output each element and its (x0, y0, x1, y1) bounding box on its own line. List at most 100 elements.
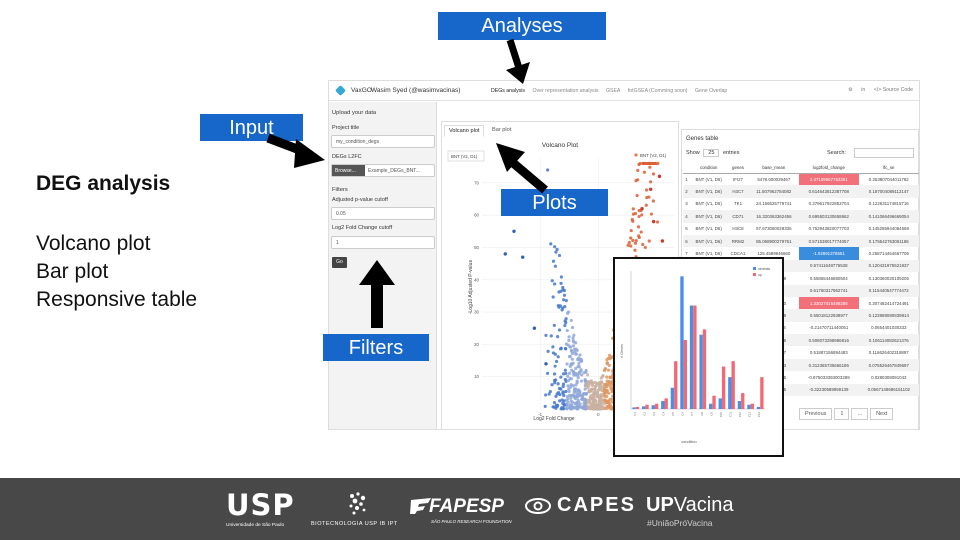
nav-tab-fotgsea[interactable]: fotGSEA (Comming soon) (627, 88, 688, 94)
volcano-point (636, 168, 640, 173)
volcano-point (567, 354, 572, 359)
table-row[interactable]: 6 BNT (V1, D6) RRM2 85.068900279761 0.571538… (683, 234, 919, 248)
volcano-point (564, 320, 568, 325)
table-cell: BNT (V1, D6) (695, 226, 722, 232)
volcano-point (595, 390, 600, 394)
volcano-point (607, 391, 611, 395)
volcano-point (592, 397, 596, 401)
volcano-point (567, 389, 571, 393)
condition-select[interactable] (447, 150, 485, 162)
nav-tab-ora[interactable]: Over representation analysis (532, 88, 599, 94)
volcano-point (557, 328, 562, 332)
volcano-point (633, 248, 637, 252)
volcano-point (645, 161, 650, 166)
project-title-input[interactable]: my_condition_degs (331, 135, 435, 148)
browse-button[interactable]: Browse... (332, 165, 365, 176)
linkedin-link[interactable]: in (861, 87, 866, 93)
table-row[interactable]: 7 BNT (V1, D6) CDCA1 125.4589946660 -1.02891… (683, 247, 919, 260)
volcano-point (608, 353, 612, 357)
gear-icon[interactable]: ⚙ (848, 87, 853, 93)
volcano-point (589, 397, 594, 401)
volcano-point (570, 351, 575, 356)
nav-tabs: DEGs analysis Over representation analys… (491, 88, 733, 94)
source-code-link[interactable]: </> Source Code (873, 87, 913, 93)
x-tick-label: 0 (597, 412, 600, 417)
search-input[interactable] (854, 148, 914, 158)
volcano-point (582, 403, 586, 407)
nav-tab-degs[interactable]: DEGs analysis (491, 88, 526, 94)
volcano-point (647, 239, 651, 243)
table-cell: -1.02891378651 (799, 247, 859, 260)
l2fc-label: Log2 Fold Change cutoff (332, 225, 393, 231)
table-row[interactable]: 2 BNT (V1, D6) H3C7 11.507962784082 0.614643… (683, 185, 919, 198)
callout-input: Input (200, 114, 303, 141)
volcano-point (570, 357, 574, 361)
volcano-point (651, 172, 656, 176)
table-cell: 16.320363362456 (748, 210, 800, 223)
pager-next[interactable]: Next (870, 408, 894, 420)
volcano-point (568, 364, 572, 368)
l2fc-input[interactable]: 1 (331, 236, 435, 249)
volcano-point (605, 388, 609, 392)
volcano-point-outlier (660, 239, 665, 243)
table-cell: 0.187004089112147 (858, 185, 919, 198)
usp-logo: USP (226, 488, 295, 522)
barplot-bar (642, 406, 646, 409)
barplot-bar (760, 377, 764, 409)
volcano-point (561, 298, 566, 302)
table-row[interactable]: 3 BNT (V1, D6) TK1 24.156625779741 0.3796179… (683, 198, 919, 210)
go-button[interactable]: Go (332, 257, 347, 268)
table-header-cell[interactable] (683, 162, 690, 174)
volcano-point (551, 259, 556, 263)
table-row[interactable]: 1 BNT (V1, D6) IFI27 5478.600029467 2.371099… (683, 173, 919, 186)
show-label: Show (686, 150, 700, 156)
table-header-cell[interactable]: genes (727, 162, 749, 174)
volcano-point (551, 345, 555, 349)
pager-previous[interactable]: Previous (799, 408, 833, 420)
volcano-point (573, 401, 577, 405)
tab-bar-plot[interactable]: Bar plot (492, 127, 512, 133)
pager-page-1[interactable]: 1 (834, 408, 850, 420)
table-cell: BNT (V1, D6) (695, 251, 722, 257)
tab-volcano-plot[interactable]: Volcano plot (444, 125, 485, 137)
table-cell: 6 (683, 234, 690, 248)
vaxgo-logo-icon (335, 85, 346, 96)
volcano-point (559, 275, 564, 279)
y-tick-label: 30 (474, 310, 479, 315)
volcano-point (546, 349, 550, 353)
volcano-point (592, 407, 596, 411)
file-upload[interactable]: Browse... Example_DEGs_BNT... (331, 164, 435, 177)
volcano-point (579, 357, 583, 361)
barplot-bar (737, 401, 742, 409)
table-header-cell[interactable]: condition (689, 162, 728, 174)
deg-analysis-title: DEG analysis (36, 172, 171, 195)
volcano-point (578, 353, 582, 357)
volcano-point (545, 371, 550, 375)
y-tick-label: 10 (474, 374, 479, 379)
barplot-category-label: C5 (671, 412, 675, 416)
volcano-point (600, 400, 605, 404)
volcano-point (574, 366, 578, 371)
nav-tab-gene-overlap[interactable]: Gene Overlap (694, 88, 728, 94)
table-cell: 125.4589946660 (757, 251, 791, 257)
table-cell: 0.0654401030333 (871, 325, 907, 331)
nav-tab-gsea[interactable]: GSEA (605, 88, 621, 94)
barplot-ylabel: # Genes (620, 344, 624, 358)
volcano-point (631, 238, 635, 243)
volcano-point (601, 374, 605, 378)
entries-select[interactable]: 25 (703, 149, 720, 157)
table-header-cell[interactable]: log2fold_change (799, 162, 859, 174)
volcano-point (629, 228, 633, 233)
table-cell: 2 (683, 185, 690, 198)
table-row[interactable]: 4 BNT (V1, D6) CD71 16.320363362456 0.695503… (683, 210, 919, 223)
pvalue-input[interactable]: 0.05 (331, 207, 435, 220)
volcano-point (596, 393, 600, 397)
barplot-category-label: C4 (662, 412, 666, 416)
table-row[interactable]: 5 BNT (V1, D6) H3C8 57.673060028335 0.752943… (683, 223, 919, 235)
table-header-cell[interactable]: base_mean (748, 162, 800, 174)
volcano-point (584, 391, 589, 396)
upvacina-up: UP (646, 494, 674, 516)
barplot-bar (728, 377, 732, 409)
table-header-cell[interactable]: lfc_se (858, 162, 919, 174)
volcano-point (556, 382, 560, 386)
